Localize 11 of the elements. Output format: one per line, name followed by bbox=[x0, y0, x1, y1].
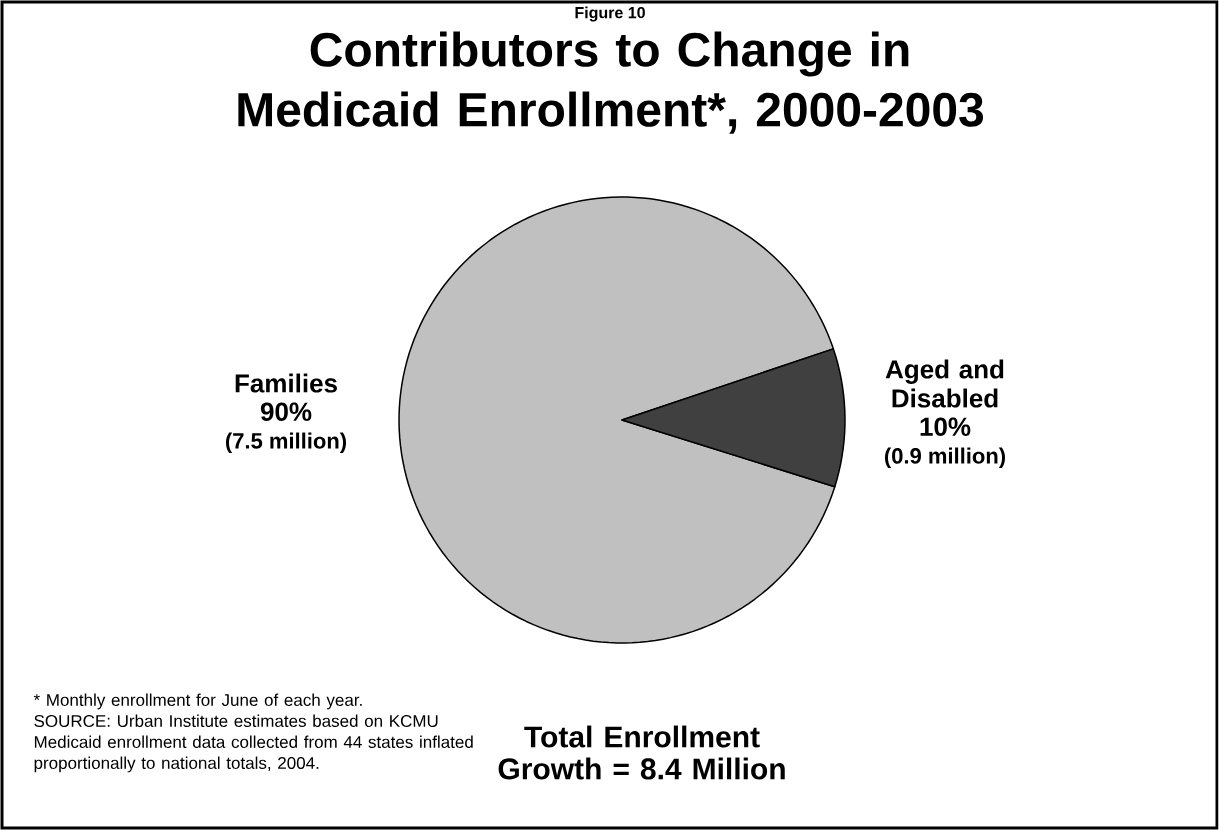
source-note: SOURCE: Urban Institute estimates based on KCMU Medicaid enrollment data collected from 44 states inflated proportionally to national totals, 2004. bbox=[34, 714, 473, 773]
text: (0.9 million) bbox=[884, 447, 1006, 469]
slice-label: Aged and Disabled bbox=[885, 359, 1004, 408]
chart-subtitle: Figure 10 bbox=[575, 6, 645, 22]
chart-title: Contributors to Change in Medicaid Enrollment*, 2000-2003 bbox=[238, 31, 984, 134]
data-label: 10% bbox=[920, 417, 971, 436]
text: * Monthly enrollment for June of each year. bbox=[33, 693, 362, 710]
data-label: 90% bbox=[260, 402, 312, 421]
text: Total Enrollment Growth = 8.4 Million bbox=[498, 725, 785, 780]
text: (7.5 million) bbox=[225, 432, 347, 454]
slice-label: Families bbox=[235, 373, 337, 393]
